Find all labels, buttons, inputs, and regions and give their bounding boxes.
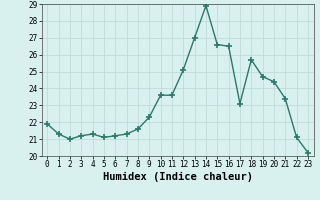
X-axis label: Humidex (Indice chaleur): Humidex (Indice chaleur) [103, 172, 252, 182]
